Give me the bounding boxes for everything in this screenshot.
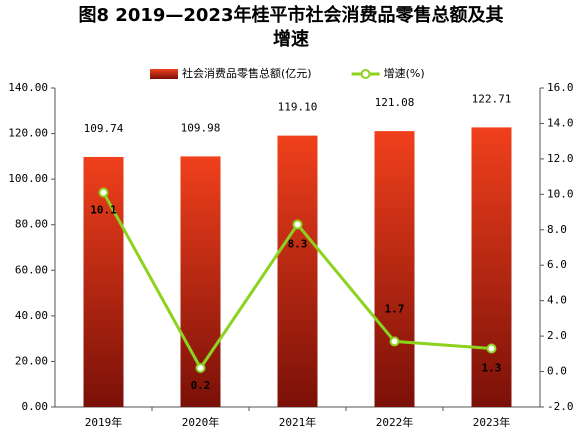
y2-tick-label: 6.0 — [547, 258, 567, 271]
y2-tick-label: 10.0 — [547, 187, 574, 200]
bar — [83, 156, 124, 407]
y-tick-label: 0.00 — [22, 400, 49, 413]
x-tick-label: 2023年 — [473, 415, 511, 429]
y-tick-label: 140.00 — [8, 81, 48, 94]
y-tick-label: 60.00 — [15, 263, 48, 276]
legend-label: 社会消费品零售总额(亿元) — [182, 66, 312, 80]
chart-title: 图8 2019—2023年桂平市社会消费品零售总额及其增速 — [78, 5, 504, 50]
bar — [277, 135, 318, 408]
y2-tick-label: 14.0 — [547, 116, 574, 129]
growth-point — [486, 343, 497, 354]
y2-tick-label: 2.0 — [547, 329, 567, 342]
y2-tick-label: 0.0 — [547, 365, 567, 378]
y-tick-label: 120.00 — [8, 127, 48, 140]
y-tick-label: 80.00 — [15, 218, 48, 231]
growth-value-label: 1.7 — [385, 302, 405, 315]
legend-marker — [360, 69, 371, 79]
x-tick-label: 2019年 — [85, 415, 123, 429]
y2-tick-label: 4.0 — [547, 294, 567, 307]
growth-value-label: 8.3 — [288, 237, 308, 250]
y-tick-label: 100.00 — [8, 172, 48, 185]
y2-tick-label: -2.0 — [547, 400, 574, 413]
growth-value-label: 0.2 — [191, 379, 211, 392]
x-tick-label: 2021年 — [279, 415, 317, 429]
growth-point — [292, 219, 303, 230]
legend-swatch — [150, 69, 178, 79]
growth-point — [389, 336, 400, 347]
bar-value-label: 119.10 — [278, 101, 318, 114]
x-tick-label: 2020年 — [182, 415, 220, 429]
bar — [374, 131, 415, 407]
y2-tick-label: 16.0 — [547, 81, 574, 94]
growth-value-label: 1.3 — [482, 362, 502, 375]
growth-point — [195, 363, 206, 374]
bar-value-label: 122.71 — [472, 92, 512, 105]
bar-value-label: 121.08 — [375, 96, 415, 109]
bar-value-label: 109.98 — [181, 121, 221, 134]
x-tick-label: 2022年 — [376, 415, 414, 429]
growth-point — [98, 187, 109, 198]
legend-label: 增速(%) — [384, 66, 425, 80]
growth-value-label: 10.1 — [90, 204, 117, 217]
y2-tick-label: 12.0 — [547, 152, 574, 165]
y2-tick-label: 8.0 — [547, 223, 567, 236]
bar-value-label: 109.74 — [84, 122, 124, 135]
y-tick-label: 40.00 — [15, 309, 48, 322]
bar — [471, 127, 512, 408]
y-tick-label: 20.00 — [15, 354, 48, 367]
